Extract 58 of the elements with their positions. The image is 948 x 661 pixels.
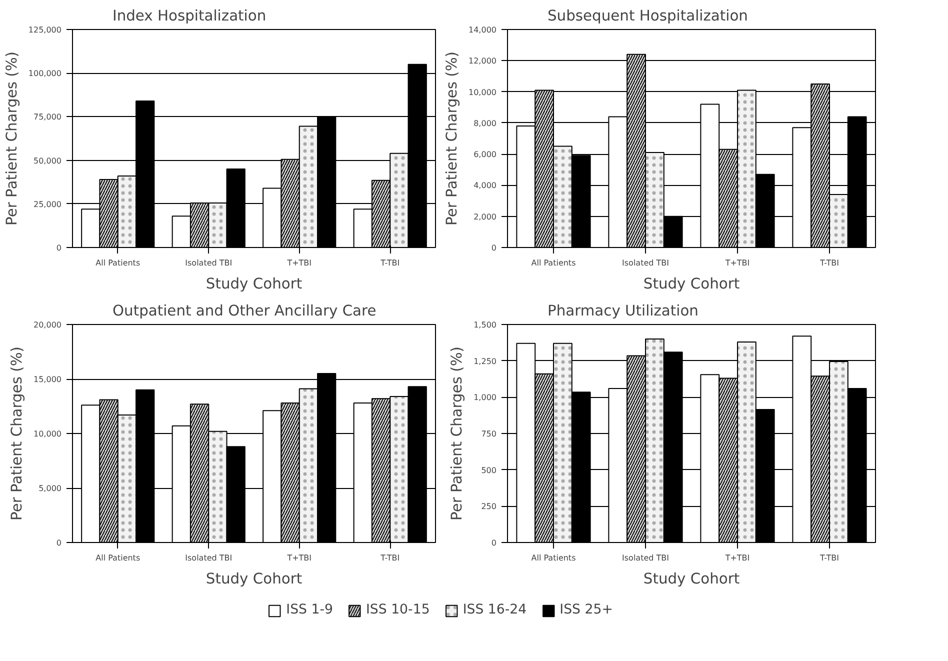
chart-title: Index Hospitalization	[112, 8, 266, 24]
y-tick-label: 14,000	[468, 26, 497, 34]
y-tick-label: 20,000	[34, 320, 62, 330]
x-tick-label: Isolated TBI	[185, 258, 232, 268]
y-tick-label: 15,000	[34, 375, 62, 384]
x-tick-label: All Patients	[96, 258, 140, 268]
chart-title: Pharmacy Utilization	[548, 302, 698, 320]
x-tick-label: Isolated TBI	[185, 554, 232, 562]
x-tick-label: T-TBI	[380, 258, 400, 268]
x-tick-label: All Patients	[531, 258, 576, 268]
y-tick-label: 750	[481, 430, 497, 438]
y-axis-title: Per Patient Charges (%)	[448, 346, 466, 520]
y-tick-label: 0	[491, 244, 497, 252]
x-axis-title: Study Cohort	[206, 276, 302, 292]
y-axis-title: Per Patient Charges (%)	[8, 346, 26, 520]
x-tick-label: T-TBI	[818, 258, 840, 268]
x-axis-title: Study Cohort	[643, 570, 740, 588]
y-tick-label: 0	[491, 538, 497, 548]
y-tick-label: 100,000	[28, 69, 62, 78]
y-tick-label: 1,250	[474, 356, 497, 366]
legend-label: ISS 1-9	[286, 602, 333, 618]
legend-label: ISS 10-15	[366, 602, 430, 618]
x-tick-label: T+TBI	[286, 554, 312, 562]
y-tick-label: 6,000	[474, 150, 497, 160]
x-tick-label: T-TBI	[380, 554, 400, 562]
x-tick-label: Isolated TBI	[622, 554, 669, 562]
y-axis-title: Per Patient Charges (%)	[3, 52, 20, 226]
y-tick-label: 75,000	[34, 112, 62, 122]
y-tick-label: 0	[56, 538, 62, 548]
x-tick-label: T+TBI	[724, 258, 750, 268]
y-tick-label: 1,500	[474, 320, 497, 330]
y-tick-label: 50,000	[34, 156, 62, 166]
y-tick-label: 4,000	[474, 181, 497, 190]
chart-title: Outpatient and Other Ancillary Care	[112, 302, 376, 320]
x-tick-label: All Patients	[531, 554, 576, 562]
y-tick-label: 250	[481, 502, 497, 512]
y-tick-label: 0	[56, 244, 62, 252]
y-tick-label: 8,000	[474, 118, 497, 128]
y-tick-label: 2,000	[474, 212, 497, 222]
y-axis-title: Per Patient Charges (%)	[444, 52, 461, 226]
y-tick-label: 10,000	[468, 88, 497, 97]
y-tick-label: 25,000	[34, 200, 62, 209]
y-tick-label: 12,000	[468, 56, 497, 66]
y-tick-label: 5,000	[38, 484, 62, 493]
x-axis-title: Study Cohort	[206, 570, 302, 588]
y-tick-label: 1,000	[474, 393, 497, 402]
y-tick-label: 10,000	[34, 430, 62, 438]
x-axis-title: Study Cohort	[643, 276, 740, 292]
legend-label: ISS 16-24	[462, 602, 527, 618]
chart-title: Subsequent Hospitalization	[548, 8, 748, 24]
x-tick-label: T+TBI	[724, 554, 750, 562]
legend-label: ISS 25+	[560, 602, 613, 618]
y-tick-label: 500	[481, 466, 497, 475]
x-tick-label: Isolated TBI	[622, 258, 669, 268]
y-tick-label: 125,000	[28, 26, 62, 34]
x-tick-label: T+TBI	[286, 258, 312, 268]
x-tick-label: T-TBI	[818, 554, 840, 562]
x-tick-label: All Patients	[96, 554, 140, 562]
